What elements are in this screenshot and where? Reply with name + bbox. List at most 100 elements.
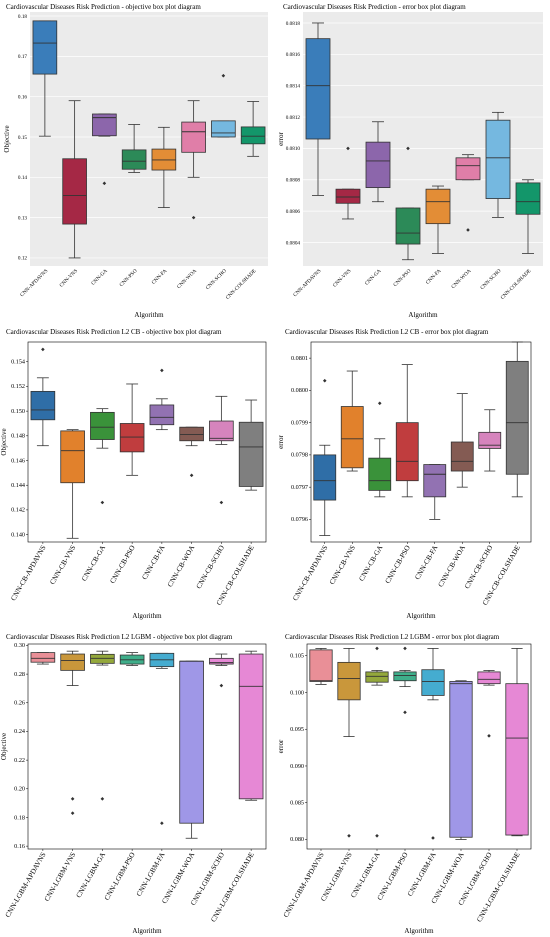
chart-error-cnn: Cardiovascular Diseases Risk Prediction … — [275, 0, 550, 322]
outlier-marker — [221, 73, 226, 78]
y-tick-label: 0.140 — [11, 531, 25, 538]
x-tick-label: CNN-WOA — [450, 268, 472, 290]
y-tick-label: 0.0804 — [286, 240, 301, 246]
x-tick-label: CNN-COLSHADE — [225, 268, 258, 301]
y-tick-label: 0.22 — [14, 757, 25, 764]
x-tick-label: CNN-LGBM-APDAVNS — [4, 851, 48, 919]
box-cnn-scho — [211, 73, 236, 138]
y-tick-label: 0.18 — [18, 14, 27, 20]
box-cnn-cb-colshade — [238, 399, 264, 491]
y-tick-label: 0.0806 — [286, 209, 301, 215]
chart-title: Cardiovascular Diseases Risk Prediction … — [6, 3, 201, 11]
box-cnn-lgbm-ga — [365, 646, 389, 838]
box-cnn-colshade — [240, 101, 266, 157]
x-tick-label: CNN-CB-FA — [413, 543, 439, 581]
chart-error-lgbm-svg: Cardiovascular Diseases Risk Prediction … — [277, 633, 532, 935]
box-cnn-scho — [485, 111, 511, 218]
box-cnn-cb-pso — [395, 364, 419, 498]
x-tick-label: CNN-LGBM-FA — [135, 850, 167, 897]
outlier-marker — [70, 797, 75, 801]
outlier-marker — [219, 683, 224, 688]
x-tick-label: CNN-PSO — [119, 268, 139, 288]
box-iqr — [393, 671, 417, 682]
box-cnn-ga — [92, 113, 117, 186]
outlier-marker — [375, 833, 379, 838]
box-cnn-lgbm-colshade — [505, 648, 529, 837]
box-cnn-apdavns — [32, 20, 58, 137]
outlier-marker — [431, 836, 435, 840]
y-tick-label: 0.0796 — [291, 516, 308, 523]
box-cnn-cb-fa — [423, 464, 447, 520]
box-cnn-vns — [62, 100, 87, 259]
chart-error-lgbm: Cardiovascular Diseases Risk Prediction … — [275, 630, 550, 937]
box-iqr — [30, 652, 56, 663]
box-iqr — [449, 681, 473, 838]
y-tick-label: 0.144 — [11, 482, 25, 489]
box-iqr — [365, 671, 389, 683]
y-tick-label: 0.142 — [11, 507, 25, 514]
box-iqr — [365, 141, 391, 189]
y-tick-label: 0.0799 — [291, 419, 308, 426]
box-iqr — [337, 661, 361, 701]
box-iqr — [478, 431, 502, 449]
x-tick-label: CNN-SCHO — [479, 268, 502, 291]
box-iqr — [309, 649, 333, 682]
y-axis-label: Objective — [3, 125, 11, 152]
chart-objective-lgbm: Cardiovascular Diseases Risk Prediction … — [0, 630, 275, 937]
y-tick-label: 0.26 — [14, 700, 25, 707]
outlier-marker — [322, 378, 327, 383]
box-cnn-cb-apdavns — [313, 378, 337, 536]
y-tick-label: 0.0800 — [291, 387, 308, 394]
x-tick-label: CNN-CB-VNS — [48, 544, 77, 586]
y-tick-label: 0.13 — [18, 215, 27, 221]
outlier-marker — [70, 811, 75, 815]
y-axis-label: Objective — [0, 733, 8, 760]
x-axis-label: Algorithm — [404, 927, 434, 935]
box-cnn-cb-ga — [90, 408, 115, 505]
outlier-marker — [375, 646, 379, 651]
x-axis-label: Algorithm — [132, 927, 162, 935]
chart-title: Cardiovascular Diseases Risk Prediction … — [285, 328, 489, 336]
y-tick-label: 0.15 — [18, 135, 27, 141]
box-iqr — [60, 653, 85, 671]
box-iqr — [425, 188, 451, 225]
x-tick-label: CNN-LGBM-PSO — [103, 851, 137, 902]
y-tick-label: 0.090 — [290, 763, 304, 770]
box-cnn-woa — [455, 154, 481, 232]
box-iqr — [238, 421, 264, 487]
box-iqr — [395, 422, 419, 482]
y-tick-label: 0.0808 — [286, 178, 301, 184]
x-tick-label: CNN-VNS — [332, 268, 353, 289]
x-tick-label: CNN-APDAVNS — [19, 268, 49, 298]
box-iqr — [505, 683, 529, 836]
box-cnn-cb-vns — [60, 429, 85, 539]
box-cnn-lgbm-vns — [337, 648, 361, 838]
y-tick-label: 0.152 — [11, 383, 25, 390]
x-axis-label: Algorithm — [408, 311, 438, 319]
box-cnn-lgbm-ga — [90, 650, 115, 801]
x-tick-label: CNN-LGBM-GA — [349, 850, 382, 899]
box-iqr — [30, 390, 56, 421]
plot-area — [27, 643, 267, 850]
outlier-marker — [403, 646, 407, 651]
box-iqr — [92, 113, 117, 137]
box-cnn-lgbm-apdavns — [309, 648, 333, 685]
y-tick-label: 0.085 — [290, 800, 304, 807]
box-iqr — [209, 657, 234, 665]
y-axis-label: error — [277, 132, 285, 146]
outlier-marker — [487, 734, 491, 738]
box-iqr — [211, 120, 236, 138]
x-tick-label: CNN-CB-WOA — [166, 543, 197, 588]
x-tick-label: CNN-CB-PSO — [109, 544, 137, 585]
box-cnn-cb-ga — [368, 401, 392, 498]
y-tick-label: 0.28 — [14, 671, 25, 678]
y-tick-label: 0.0818 — [286, 21, 301, 27]
chart-error-cb: Cardiovascular Diseases Risk Prediction … — [275, 322, 550, 630]
box-iqr — [421, 669, 445, 696]
y-tick-label: 0.24 — [14, 728, 25, 735]
y-tick-label: 0.146 — [11, 457, 25, 464]
x-tick-label: CNN-SCHO — [205, 268, 228, 291]
x-tick-label: CNN-CB-APDAVNS — [9, 544, 47, 602]
y-axis-label: error — [277, 435, 285, 449]
box-iqr — [32, 20, 58, 75]
